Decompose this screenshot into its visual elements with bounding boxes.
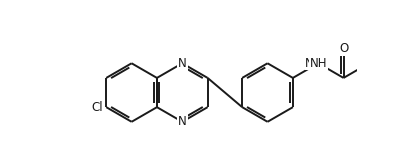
Text: NH: NH — [310, 57, 327, 70]
Text: N: N — [305, 57, 314, 70]
Text: O: O — [339, 42, 348, 55]
Text: N: N — [178, 57, 187, 70]
Text: N: N — [178, 115, 187, 128]
Text: H: H — [318, 57, 327, 70]
Text: Cl: Cl — [92, 101, 103, 114]
